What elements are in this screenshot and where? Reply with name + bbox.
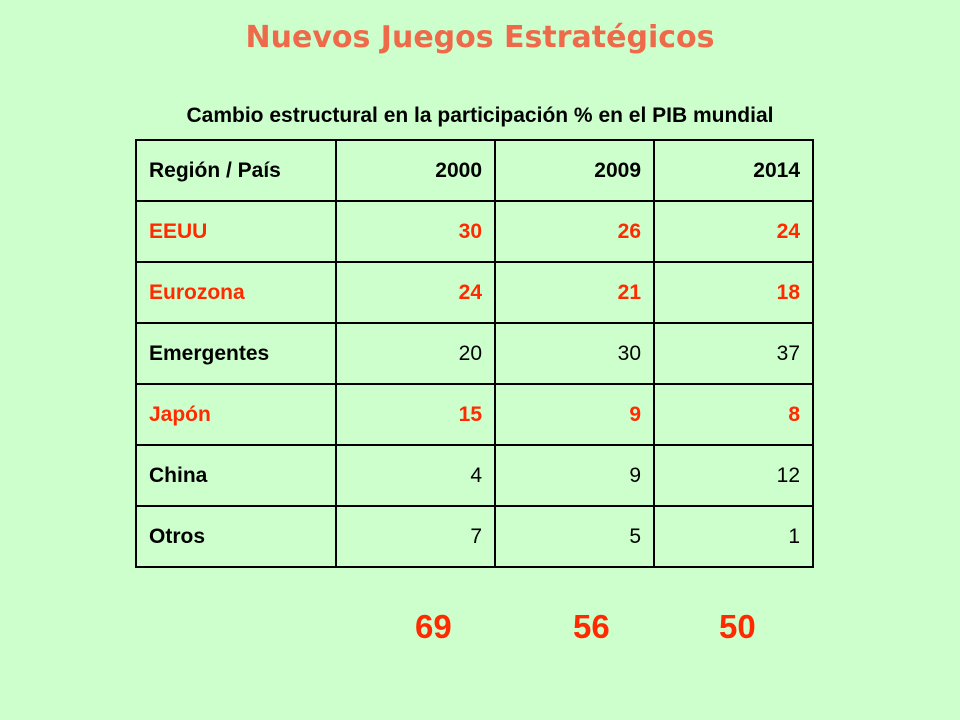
- row-label: EEUU: [135, 200, 337, 263]
- cell-2000: 7: [335, 505, 496, 568]
- row-label: Emergentes: [135, 322, 337, 385]
- cell-2000: 4: [335, 444, 496, 507]
- cell-2009: 9: [494, 444, 655, 507]
- table-row: Emergentes 20 30 37: [135, 322, 814, 385]
- header-2000: 2000: [335, 139, 496, 202]
- cell-2009: 21: [494, 261, 655, 324]
- cell-2014: 1: [653, 505, 814, 568]
- row-label: Eurozona: [135, 261, 337, 324]
- page-title: Nuevos Juegos Estratégicos: [245, 20, 715, 55]
- cell-2014: 18: [653, 261, 814, 324]
- cell-2009: 5: [494, 505, 655, 568]
- cell-2014: 37: [653, 322, 814, 385]
- cell-2000: 20: [335, 322, 496, 385]
- total-2000: 69: [415, 608, 452, 645]
- cell-2000: 30: [335, 200, 496, 263]
- total-2009: 56: [573, 608, 610, 645]
- table-row: Japón 15 9 8: [135, 383, 814, 446]
- cell-2000: 24: [335, 261, 496, 324]
- cell-2000: 15: [335, 383, 496, 446]
- row-label: Japón: [135, 383, 337, 446]
- gdp-share-table: Región / País 2000 2009 2014 EEUU 30 26 …: [135, 139, 814, 568]
- cell-2009: 9: [494, 383, 655, 446]
- row-label: China: [135, 444, 337, 507]
- cell-2014: 24: [653, 200, 814, 263]
- header-region: Región / País: [135, 139, 337, 202]
- cell-2014: 8: [653, 383, 814, 446]
- table-row: Otros 7 5 1: [135, 505, 814, 568]
- total-2014: 50: [719, 608, 756, 645]
- table-subtitle: Cambio estructural en la participación %…: [186, 104, 774, 127]
- header-2009: 2009: [494, 139, 655, 202]
- cell-2014: 12: [653, 444, 814, 507]
- row-label: Otros: [135, 505, 337, 568]
- header-2014: 2014: [653, 139, 814, 202]
- cell-2009: 30: [494, 322, 655, 385]
- table-row: EEUU 30 26 24: [135, 200, 814, 263]
- table-row: China 4 9 12: [135, 444, 814, 507]
- table-row: Eurozona 24 21 18: [135, 261, 814, 324]
- cell-2009: 26: [494, 200, 655, 263]
- table-header-row: Región / País 2000 2009 2014: [135, 139, 814, 202]
